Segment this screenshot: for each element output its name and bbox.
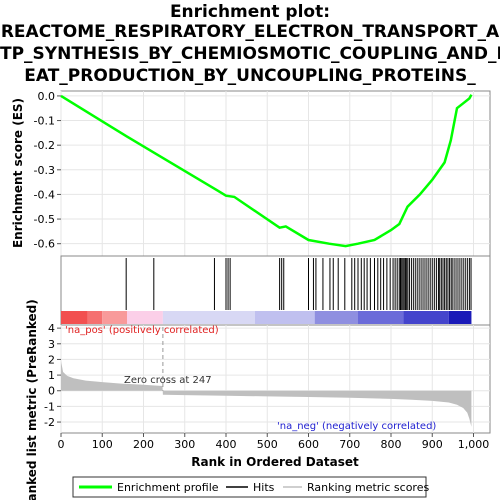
legend-metric-label: Ranking metric scores — [307, 481, 429, 494]
positive-correlation-label: 'na_pos' (positively correlated) — [65, 325, 219, 336]
hits-panel — [60, 255, 491, 326]
rank-gradient-segment — [87, 311, 103, 324]
x-tick-label: 200 — [133, 438, 154, 451]
x-tick-label: 0 — [58, 438, 65, 451]
rank-gradient-segment — [102, 311, 127, 324]
metric-y-axis-label: Ranked list metric (PreRanked) — [25, 299, 39, 500]
x-tick-label: 900 — [422, 438, 443, 451]
rank-gradient-segment — [127, 311, 163, 324]
rank-gradient-segment — [61, 311, 88, 324]
rank-gradient-segment — [358, 311, 404, 324]
metric-panel: 4 3 2 1 0 -1 -2 Zero cross at 247 'na_pos' (po… — [25, 299, 491, 500]
enrichment-profile-line — [60, 94, 473, 248]
rank-gradient-segment — [314, 311, 358, 324]
chart-title-line-2: REACTOME_RESPIRATORY_ELECTRON_TRANSPORT_… — [0, 22, 500, 42]
x-tick-label: 400 — [216, 438, 237, 451]
rank-gradient-segment — [448, 311, 472, 324]
x-tick-label: 1,000 — [458, 438, 490, 451]
legend-enrichment-label: Enrichment profile — [117, 481, 219, 494]
metric-y-tick-label: 0 — [48, 385, 55, 398]
x-axis-label: Rank in Ordered Dataset — [191, 455, 359, 469]
es-y-tick-label: 0.0 — [38, 90, 56, 103]
legend: Enrichment profile Hits Ranking metric s… — [72, 476, 429, 498]
chart-title-line-3: TP_SYNTHESIS_BY_CHEMIOSMOTIC_COUPLING_AN… — [0, 44, 500, 64]
x-tick-label: 600 — [298, 438, 319, 451]
es-y-tick-label: -0.6 — [34, 238, 55, 251]
metric-y-tick-label: 1 — [48, 369, 55, 382]
negative-correlation-label: 'na_neg' (negatively correlated) — [277, 421, 436, 432]
legend-frame — [72, 476, 427, 498]
x-tick-label: 700 — [339, 438, 360, 451]
metric-panel-frame — [60, 324, 491, 434]
metric-y-tick-label: -1 — [44, 400, 55, 413]
x-tick-label: 500 — [257, 438, 278, 451]
x-tick-label: 800 — [381, 438, 402, 451]
metric-y-tick-label: 3 — [48, 338, 55, 351]
chart-title-line-1: Enrichment plot: — [169, 2, 331, 22]
x-tick-label: 300 — [174, 438, 195, 451]
es-y-tick-label: -0.2 — [34, 139, 55, 152]
metric-y-tick-label: 4 — [48, 322, 55, 335]
rank-gradient-segment — [403, 311, 449, 324]
rank-gradient-segment — [162, 311, 255, 324]
rank-gradient-segment — [254, 311, 315, 324]
es-panel-frame — [60, 90, 491, 257]
es-y-tick-label: -0.5 — [34, 213, 55, 226]
legend-hits-label: Hits — [253, 481, 275, 494]
metric-y-tick-label: -2 — [44, 416, 55, 429]
ranking-metric-area — [61, 361, 472, 427]
chart-title-line-4: EAT_PRODUCTION_BY_UNCOUPLING_PROTEINS_ — [24, 66, 476, 86]
es-y-tick-label: -0.1 — [34, 115, 55, 128]
x-tick-label: 100 — [92, 438, 113, 451]
es-y-tick-label: -0.3 — [34, 164, 55, 177]
es-y-axis-label: Enrichment score (ES) — [11, 98, 25, 248]
metric-y-tick-label: 2 — [48, 353, 55, 366]
es-panel: 0.0 -0.1 -0.2 -0.3 -0.4 -0.5 -0.6 Enrichment s… — [11, 90, 491, 257]
es-y-tick-label: -0.4 — [34, 188, 55, 201]
zero-cross-label: Zero cross at 247 — [124, 375, 212, 386]
